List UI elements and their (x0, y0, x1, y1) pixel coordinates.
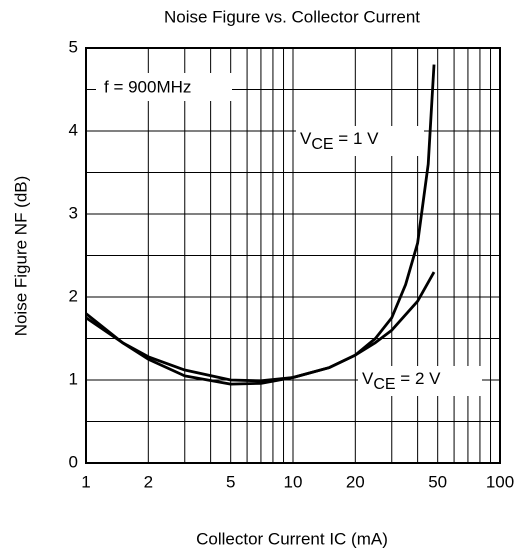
chart-title: Noise Figure vs. Collector Current (164, 7, 420, 26)
annotation-box (96, 73, 232, 101)
series-label-rest: = 1 V (334, 129, 380, 148)
series-label-sub: CE (373, 376, 395, 393)
x-tick-label: 100 (486, 472, 514, 491)
series-label-rest: = 2 V (396, 369, 442, 388)
y-tick-label: 5 (69, 37, 78, 56)
x-tick-label: 1 (81, 472, 90, 491)
x-tick-label: 2 (144, 472, 153, 491)
series-label-main: V (300, 129, 312, 148)
x-axis-label: Collector Current IC (mA) (196, 529, 388, 548)
annotation: f = 900MHz (104, 77, 191, 96)
x-tick-label: 20 (346, 472, 365, 491)
x-tick-label: 5 (226, 472, 235, 491)
series-label-bg (358, 366, 482, 396)
series-label: VCE = 1 V (300, 129, 379, 153)
y-tick-label: 1 (69, 369, 78, 388)
series-label-bg (296, 126, 424, 156)
series-label: VCE = 2 V (362, 369, 441, 393)
y-tick-label: 3 (69, 203, 78, 222)
x-tick-label: 50 (428, 472, 447, 491)
y-tick-label: 2 (69, 286, 78, 305)
y-tick-label: 0 (69, 452, 78, 471)
plot-frame (85, 47, 501, 464)
y-axis-label: Noise Figure NF (dB) (11, 176, 30, 337)
y-tick-label: 4 (69, 120, 78, 139)
x-tick-label: 10 (284, 472, 303, 491)
data-line (85, 271, 436, 383)
series-label-sub: CE (311, 136, 333, 153)
series-label-main: V (362, 369, 374, 388)
